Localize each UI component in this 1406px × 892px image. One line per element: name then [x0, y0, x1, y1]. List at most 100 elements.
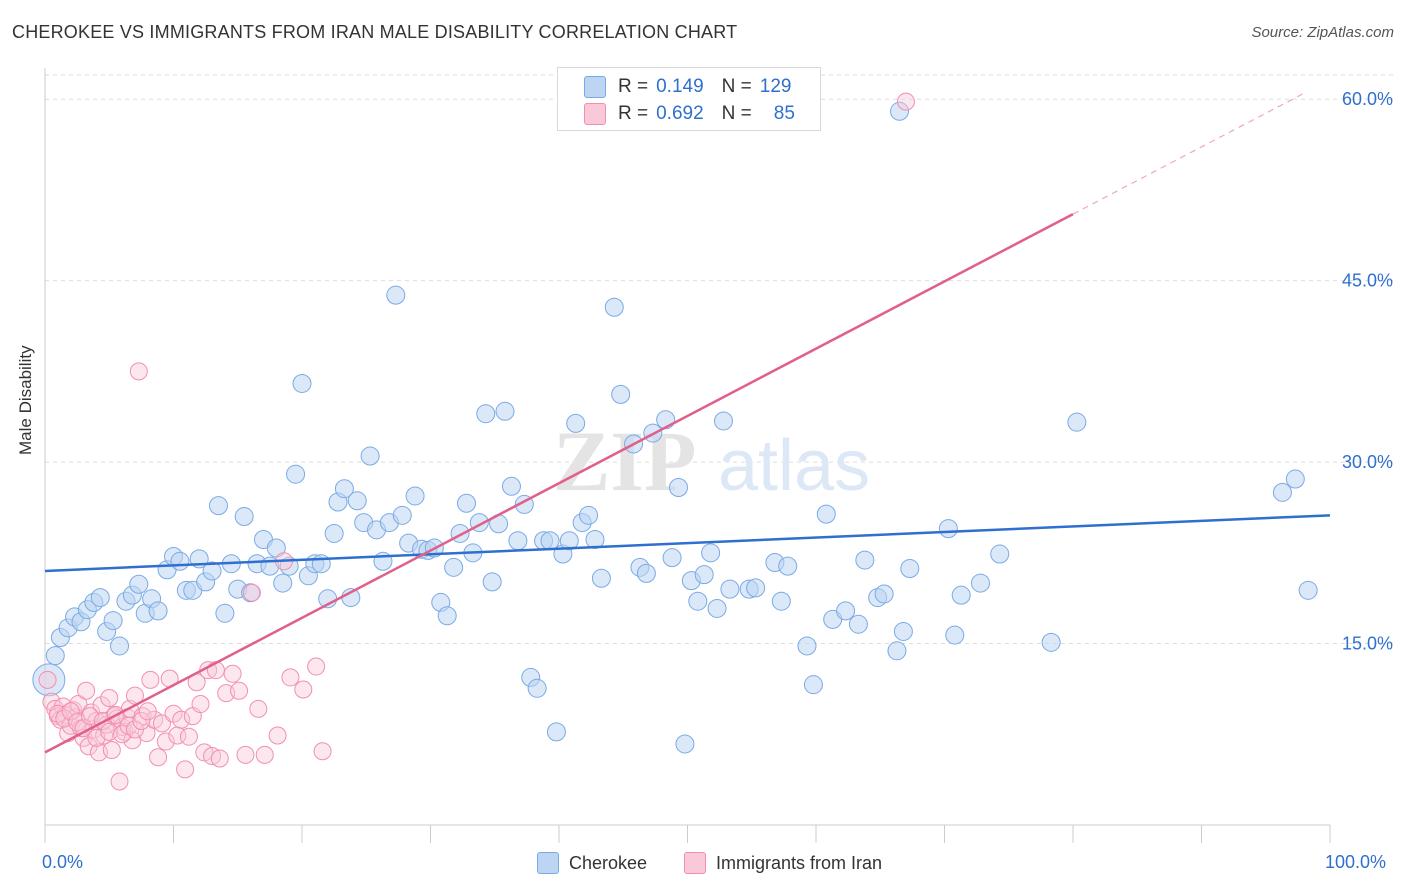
cherokee-point: [707, 598, 727, 618]
cherokee-point: [848, 614, 868, 634]
series-iran: [38, 92, 915, 791]
cherokee-point: [234, 507, 254, 527]
cherokee-point: [855, 550, 875, 570]
cherokee-point: [360, 446, 380, 466]
cherokee-point: [585, 530, 605, 550]
cherokee-point: [771, 591, 791, 611]
cherokee-point: [890, 101, 910, 121]
cherokee-point: [311, 554, 331, 574]
cherokee-point: [501, 476, 521, 496]
x-tick-label-max: 100.0%: [1325, 852, 1387, 872]
cherokee-point: [45, 646, 65, 666]
cherokee-point: [286, 464, 306, 484]
cherokee-point: [636, 563, 656, 583]
iran-point: [294, 680, 313, 699]
iran-point: [172, 710, 191, 729]
cherokee-point: [202, 561, 222, 581]
cherokee-point: [893, 621, 913, 641]
cherokee-point: [566, 413, 586, 433]
x-tick-label-min: 0.0%: [42, 852, 84, 872]
iran-point: [223, 664, 242, 683]
legend-r-value: 0.149: [656, 76, 704, 97]
iran-point: [313, 742, 332, 761]
cherokee-point: [887, 641, 907, 661]
legend-row-cherokee: R = 0.149 N = 129: [584, 75, 791, 99]
cherokee-point: [662, 548, 682, 568]
iran-point: [281, 668, 300, 687]
iran-point: [307, 657, 326, 676]
iran-point: [92, 696, 111, 715]
iran-point: [61, 702, 80, 721]
legend-n-value: 129: [759, 76, 792, 97]
y-tick-label: 15.0%: [1342, 634, 1393, 654]
tick-labels: 15.0% 30.0% 45.0% 60.0%: [1342, 89, 1393, 653]
cherokee-point: [797, 636, 817, 656]
stats-legend: R = 0.149 N = 129 R = 0.692 N = 85: [557, 67, 821, 131]
iran-point: [156, 732, 175, 751]
iran-point: [152, 714, 171, 733]
cherokee-point: [103, 611, 123, 631]
trend-lines: [44, 92, 1331, 754]
iran-point: [110, 772, 129, 791]
iran-point: [77, 681, 96, 700]
cherokee-point: [720, 579, 740, 599]
cherokee-point: [990, 544, 1010, 564]
cherokee-point: [508, 531, 528, 551]
cherokee-point: [803, 675, 823, 695]
cherokee-point: [347, 491, 367, 511]
cherokee-point: [456, 493, 476, 513]
cherokee-point: [170, 551, 190, 571]
cherokee-point: [208, 496, 228, 516]
cherokee-point: [386, 285, 406, 305]
cherokee-point: [392, 505, 412, 525]
chart-title: CHEROKEE VS IMMIGRANTS FROM IRAN MALE DI…: [12, 22, 738, 42]
y-tick-label: 60.0%: [1342, 89, 1393, 109]
y-axis-label: Male Disability: [16, 345, 35, 455]
cherokee-point: [527, 678, 547, 698]
cherokee-point: [746, 578, 766, 598]
bottom-legend-iran: Immigrants from Iran: [684, 852, 882, 874]
iran-point: [100, 688, 119, 707]
cherokee-point: [816, 504, 836, 524]
source-credit: Source: ZipAtlas.com: [1251, 24, 1394, 41]
legend-n-label: N =: [721, 103, 752, 124]
iran-point: [176, 760, 195, 779]
iran-point: [137, 724, 156, 743]
cherokee-point: [405, 486, 425, 506]
legend-n-value: 85: [773, 103, 795, 124]
cherokee-point: [611, 384, 631, 404]
cherokee-point: [444, 557, 464, 577]
bottom-legend-swatch-cherokee: [537, 852, 559, 874]
cherokee-point: [546, 722, 566, 742]
cherokee-point: [951, 585, 971, 605]
cherokee-point: [292, 373, 312, 393]
iran-point: [896, 92, 915, 111]
iran-point: [242, 583, 261, 602]
iran-point: [38, 670, 57, 689]
iran-point: [255, 745, 274, 764]
cherokee-point: [836, 601, 856, 621]
iran-point: [141, 670, 160, 689]
legend-r-label: R =: [618, 76, 649, 97]
legend-swatch-iran: [584, 103, 606, 125]
iran-point: [129, 362, 148, 381]
iran-point: [149, 748, 168, 767]
cherokee-point: [148, 601, 168, 621]
cherokee-point: [1067, 412, 1087, 432]
series-cherokee: [32, 101, 1318, 754]
cherokee-point: [874, 584, 894, 604]
iran-point: [102, 741, 121, 759]
watermark: ZIP atlas: [553, 413, 870, 509]
cherokee-point: [1272, 482, 1292, 502]
cherokee-point: [241, 583, 261, 603]
cherokee-point: [778, 556, 798, 576]
cherokee-point: [970, 573, 990, 593]
iran-trend-extension: [1072, 92, 1305, 215]
cherokee-point: [945, 625, 965, 645]
cherokee-point: [701, 543, 721, 563]
bottom-legend-swatch-iran: [684, 852, 706, 874]
iran-point: [249, 699, 268, 718]
cherokee-point: [669, 478, 689, 497]
cherokee-point: [1298, 580, 1318, 600]
